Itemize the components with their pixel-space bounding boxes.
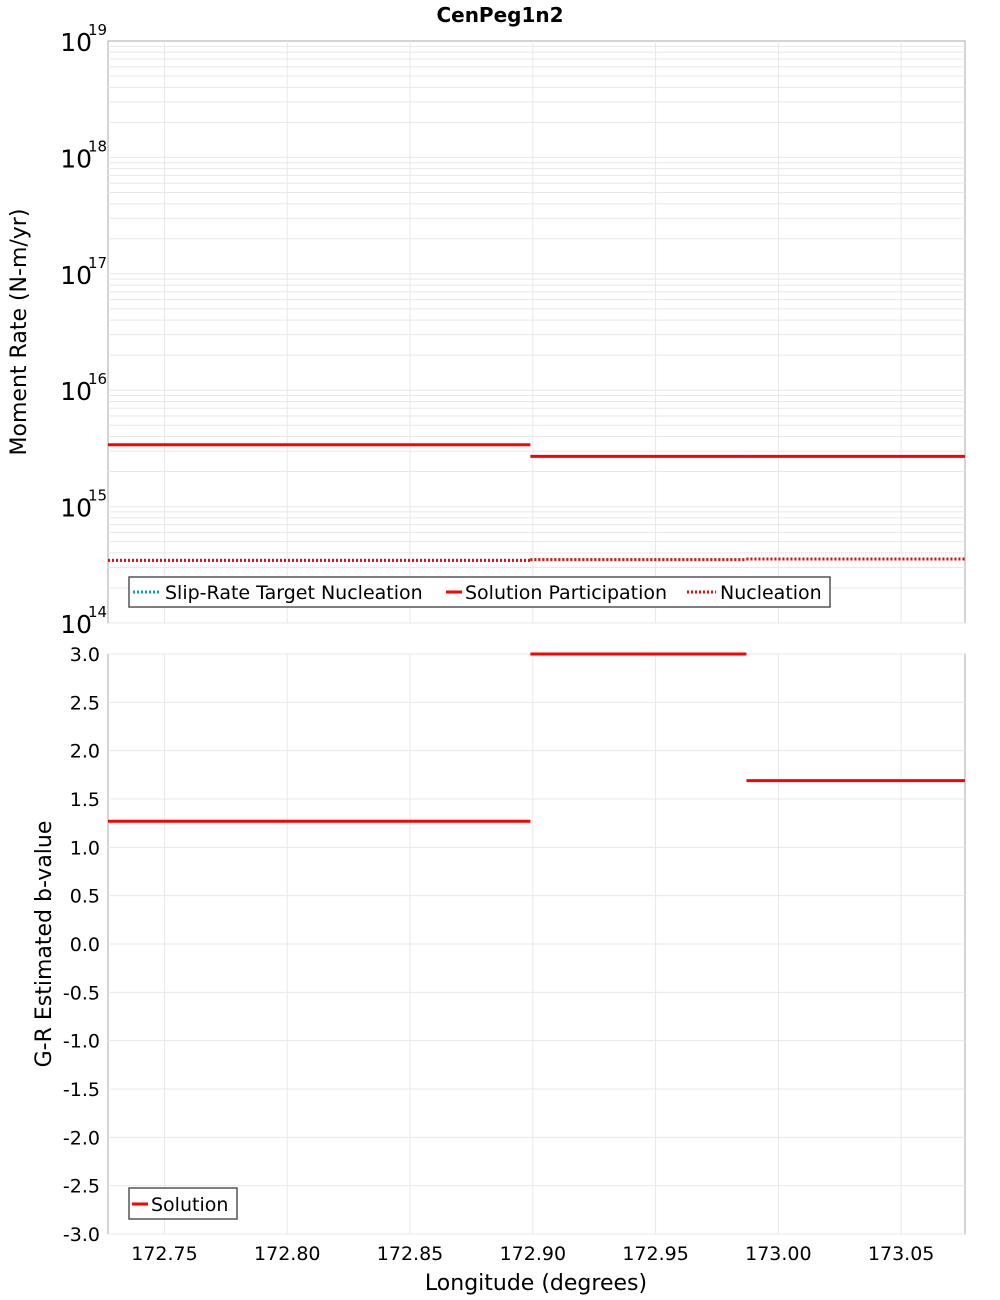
svg-text:-2.5: -2.5 <box>63 1176 100 1198</box>
svg-text:14: 14 <box>88 603 107 621</box>
bottom-legend: Solution <box>129 1188 237 1219</box>
moment-rate-plot: 101410151016101710181019 Moment Rate (N-… <box>7 21 965 639</box>
legend-label-nucleation: Nucleation <box>720 582 822 604</box>
svg-text:-1.5: -1.5 <box>63 1079 100 1101</box>
top-plot-frame <box>108 41 965 623</box>
bottom-y-ticks: 3.0 2.5 2.0 1.5 1.0 0.5 0.0 -0.5 -1.0 -1.5 -2.0 -2.… <box>63 644 100 1246</box>
svg-text:172.75: 172.75 <box>131 1243 197 1265</box>
svg-text:15: 15 <box>88 487 107 505</box>
svg-text:172.85: 172.85 <box>377 1243 443 1265</box>
svg-text:1.0: 1.0 <box>70 837 100 859</box>
svg-text:16: 16 <box>88 370 107 388</box>
svg-text:2.5: 2.5 <box>70 692 100 714</box>
svg-text:-2.0: -2.0 <box>63 1127 100 1149</box>
x-ticks: 172.75 172.80 172.85 172.90 172.95 173.00 173.… <box>131 1243 934 1265</box>
top-y-axis-label: Moment Rate (N-m/yr) <box>7 209 32 456</box>
x-axis-label: Longitude (degrees) <box>425 1271 647 1296</box>
legend-label-solution-participation: Solution Participation <box>465 582 667 604</box>
svg-text:0.5: 0.5 <box>70 886 100 908</box>
svg-text:172.90: 172.90 <box>500 1243 566 1265</box>
svg-text:-3.0: -3.0 <box>63 1224 100 1246</box>
svg-text:17: 17 <box>88 254 107 272</box>
top-y-ticks: 101410151016101710181019 <box>60 21 107 639</box>
svg-text:-0.5: -0.5 <box>63 982 100 1004</box>
legend-label-slip-rate-target: Slip-Rate Target Nucleation <box>165 582 423 604</box>
top-legend: Slip-Rate Target Nucleation Solution Par… <box>129 577 830 607</box>
b-value-plot: 3.0 2.5 2.0 1.5 1.0 0.5 0.0 -0.5 -1.0 -1.5 -2.0 -2.… <box>32 644 965 1296</box>
svg-text:2.0: 2.0 <box>70 741 100 763</box>
svg-text:3.0: 3.0 <box>70 644 100 666</box>
svg-text:19: 19 <box>88 21 107 39</box>
svg-text:1.5: 1.5 <box>70 789 100 811</box>
svg-text:172.95: 172.95 <box>622 1243 688 1265</box>
chart-figure: CenPeg1n2 101410151016101710181019 Momen… <box>0 0 1000 1300</box>
chart-title: CenPeg1n2 <box>436 3 563 27</box>
svg-text:-1.0: -1.0 <box>63 1031 100 1053</box>
svg-text:18: 18 <box>88 137 107 155</box>
svg-text:172.80: 172.80 <box>254 1243 320 1265</box>
svg-text:173.05: 173.05 <box>868 1243 934 1265</box>
svg-text:173.00: 173.00 <box>745 1243 811 1265</box>
legend-label-solution: Solution <box>151 1194 228 1216</box>
bottom-y-axis-label: G-R Estimated b-value <box>32 821 57 1068</box>
svg-text:0.0: 0.0 <box>70 934 100 956</box>
